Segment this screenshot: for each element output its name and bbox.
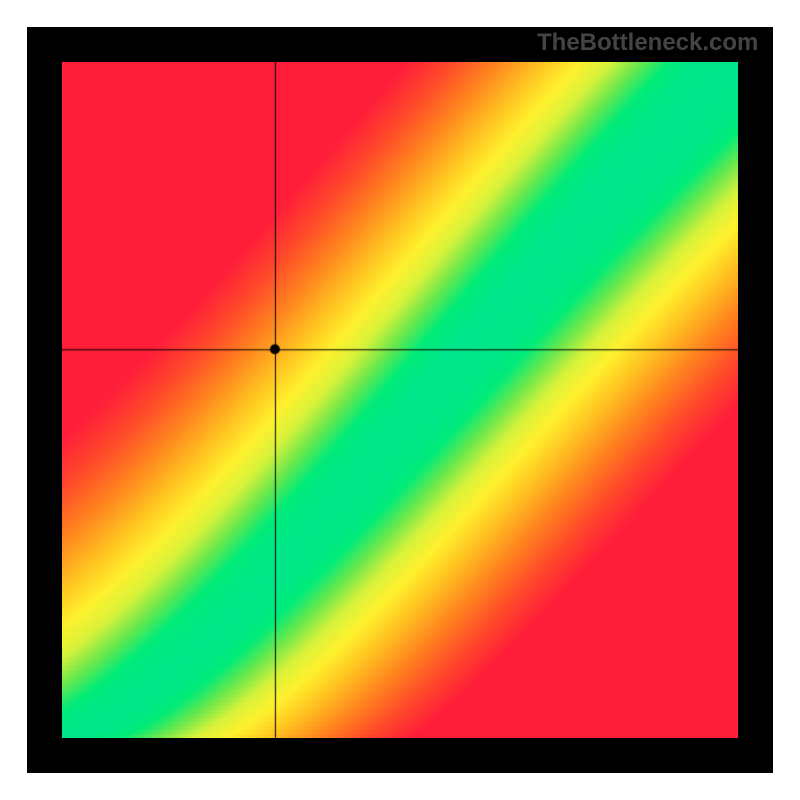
heatmap-plot (62, 62, 738, 738)
figure-container: TheBottleneck.com (0, 0, 800, 800)
watermark-text: TheBottleneck.com (537, 29, 758, 57)
heatmap-canvas (62, 62, 738, 738)
